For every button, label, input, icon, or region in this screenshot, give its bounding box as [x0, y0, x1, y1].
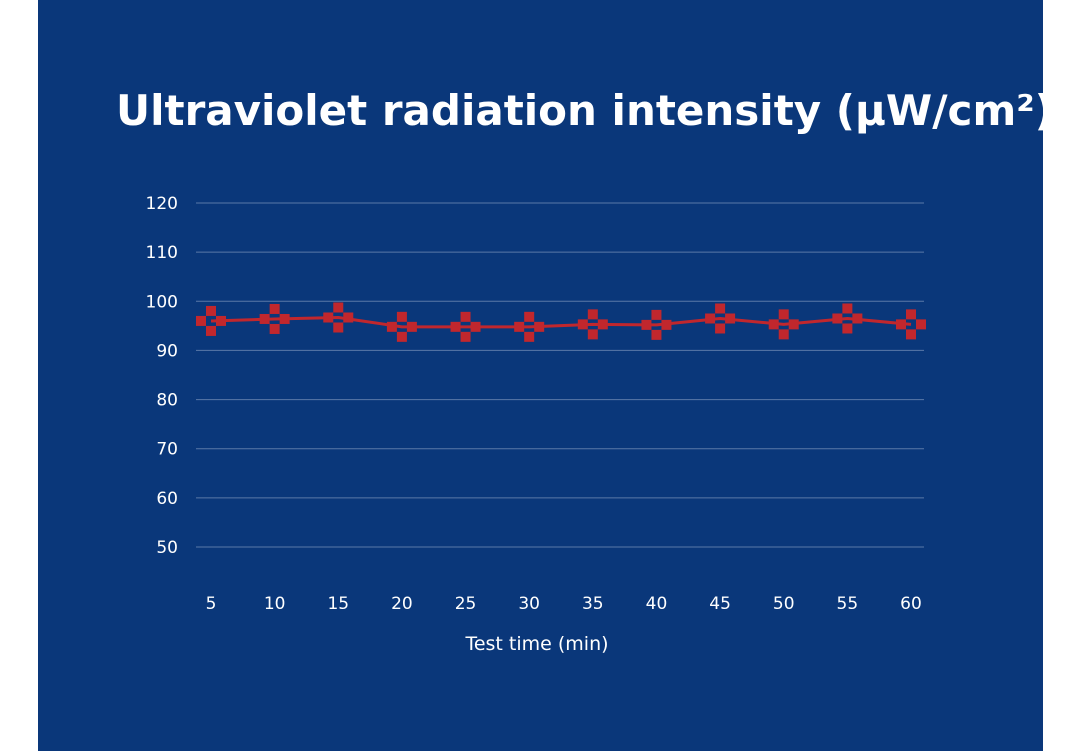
series-group — [196, 302, 926, 342]
marker-block — [343, 312, 354, 323]
data-point-marker — [896, 309, 926, 340]
marker-block — [269, 303, 280, 314]
x-tick-label: 5 — [206, 594, 217, 614]
x-tick-label: 10 — [264, 594, 286, 614]
marker-block — [715, 303, 726, 314]
marker-block — [460, 331, 471, 342]
marker-block — [450, 321, 461, 332]
marker-block — [587, 309, 598, 320]
marker-block — [524, 331, 535, 342]
marker-block — [842, 323, 853, 334]
x-axis-label: Test time (min) — [464, 633, 608, 655]
marker-block — [196, 315, 206, 326]
x-tick-label: 40 — [646, 594, 668, 614]
y-tick-label: 80 — [156, 391, 178, 411]
data-point-marker — [514, 311, 545, 342]
marker-block — [216, 315, 226, 326]
chart-title: Ultraviolet radiation intensity (μW/cm²) — [116, 86, 1054, 135]
x-tick-label: 50 — [773, 594, 795, 614]
marker-block — [514, 321, 525, 332]
y-tick-label: 50 — [156, 538, 178, 558]
marker-block — [906, 309, 916, 320]
marker-block — [832, 313, 843, 324]
y-tick-label: 70 — [156, 440, 178, 460]
marker-block — [259, 313, 270, 324]
marker-block — [661, 319, 672, 330]
marker-block — [386, 321, 397, 332]
marker-block — [279, 313, 290, 324]
x-tick-label: 25 — [455, 594, 477, 614]
marker-block — [842, 303, 853, 314]
data-point-marker — [705, 303, 736, 334]
marker-block — [406, 321, 417, 332]
marker-block — [269, 323, 280, 334]
marker-block — [725, 313, 736, 324]
marker-block — [460, 311, 471, 322]
marker-block — [587, 329, 598, 340]
marker-block — [323, 312, 334, 323]
data-point-marker — [196, 305, 226, 336]
x-tick-label: 15 — [327, 594, 349, 614]
marker-block — [396, 331, 407, 342]
data-point-marker — [641, 309, 672, 340]
marker-block — [470, 321, 481, 332]
y-tick-label: 100 — [146, 292, 178, 312]
marker-block — [896, 319, 906, 330]
data-point-marker — [259, 303, 290, 334]
marker-block — [768, 319, 779, 330]
data-point-marker — [323, 302, 354, 333]
series-line — [210, 316, 912, 329]
marker-block — [206, 325, 216, 336]
marker-block — [524, 311, 535, 322]
data-point-marker — [386, 311, 417, 342]
marker-block — [916, 319, 926, 330]
marker-block — [534, 321, 545, 332]
marker-block — [641, 319, 652, 330]
data-point-marker — [577, 309, 608, 340]
marker-block — [577, 319, 588, 330]
x-tick-label: 30 — [518, 594, 540, 614]
data-point-marker — [768, 309, 799, 340]
chart-panel: Ultraviolet radiation intensity (μW/cm²)… — [38, 0, 1054, 751]
x-tick-label: 35 — [582, 594, 604, 614]
marker-block — [651, 309, 662, 320]
marker-block — [651, 329, 662, 340]
y-axis-ticks: 50 60 70 80 90 100 110 120 — [146, 194, 178, 558]
marker-block — [396, 311, 407, 322]
marker-block — [778, 309, 789, 320]
marker-block — [778, 329, 789, 340]
gridlines — [196, 202, 924, 548]
marker-block — [206, 305, 216, 316]
y-tick-label: 110 — [146, 243, 178, 263]
marker-block — [715, 323, 726, 334]
x-tick-label: 20 — [391, 594, 413, 614]
marker-block — [906, 329, 916, 340]
marker-block — [852, 313, 863, 324]
x-tick-label: 60 — [900, 594, 922, 614]
x-tick-label: 45 — [709, 594, 731, 614]
marker-block — [788, 319, 799, 330]
y-tick-label: 120 — [146, 194, 178, 214]
marker-block — [705, 313, 716, 324]
data-point-marker — [832, 303, 863, 334]
x-tick-label: 55 — [837, 594, 859, 614]
x-axis-ticks: 5 10 15 20 25 30 35 40 45 50 55 60 — [206, 594, 922, 614]
data-point-marker — [450, 311, 481, 342]
marker-block — [597, 319, 608, 330]
y-tick-label: 60 — [156, 489, 178, 509]
marker-block — [333, 322, 344, 333]
y-tick-label: 90 — [156, 341, 178, 361]
marker-block — [333, 302, 344, 313]
